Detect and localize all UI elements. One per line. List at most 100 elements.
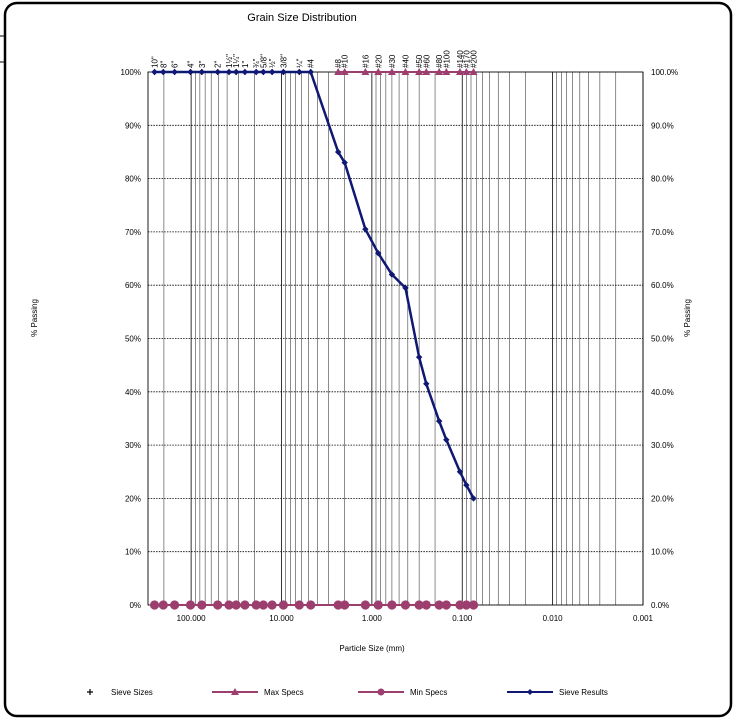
min-specs-point xyxy=(373,600,383,610)
y-tick-label-right: 90.0% xyxy=(651,121,674,130)
sieve-label: #100 xyxy=(442,50,451,68)
y-axis-label-left: % Passing xyxy=(30,299,39,337)
min-specs-point xyxy=(387,600,397,610)
legend-label: Max Specs xyxy=(264,688,304,697)
min-specs-point xyxy=(455,600,465,610)
y-tick-label-left: 70% xyxy=(125,228,141,237)
sieve-results-line xyxy=(154,70,475,499)
sieve-results-point xyxy=(456,468,464,475)
sieve-results-point xyxy=(307,68,314,76)
max-specs-point xyxy=(455,68,464,75)
max-specs-point xyxy=(462,68,471,75)
min-specs-point xyxy=(400,600,411,610)
sieve-label: 2" xyxy=(214,61,223,68)
sieve-results-point xyxy=(334,148,342,156)
legend-label: Min Specs xyxy=(410,688,447,697)
sieve-label: ½" xyxy=(268,58,277,68)
sieve-results-point xyxy=(435,417,443,425)
sieve-results-point xyxy=(443,436,450,443)
min-specs-point xyxy=(468,600,479,610)
min-specs-point xyxy=(340,600,350,610)
sieve-label: #4 xyxy=(307,59,316,68)
min-specs-point xyxy=(169,600,180,610)
min-specs-point xyxy=(267,600,277,610)
min-specs-point xyxy=(258,600,268,610)
max-specs-point xyxy=(361,68,370,75)
min-specs-point xyxy=(149,600,160,610)
sieve-label: #80 xyxy=(435,54,444,68)
min-specs-point xyxy=(441,600,451,610)
sieve-label: #140 xyxy=(456,50,465,68)
sieve-label: #10 xyxy=(341,54,350,68)
x-tick-label: 100.000 xyxy=(177,614,206,623)
y-tick-label-left: 90% xyxy=(125,121,141,130)
y-tick-label-left: 10% xyxy=(125,548,141,557)
min-specs-point xyxy=(251,600,261,610)
x-tick-label: 0.001 xyxy=(633,614,654,623)
sieve-label: #16 xyxy=(361,54,370,68)
sieve-results-point xyxy=(341,159,348,166)
sieve-results-point xyxy=(362,226,369,233)
min-specs-point xyxy=(421,600,431,610)
sieve-label: ¾" xyxy=(252,58,261,68)
sieve-label: 1½" xyxy=(225,54,234,68)
y-axis-label-right: % Passing xyxy=(683,299,692,337)
legend-sieve-sizes-label: Sieve Sizes xyxy=(111,688,153,697)
x-tick-label: 1.000 xyxy=(362,614,383,623)
legend-label: Sieve Results xyxy=(559,688,608,697)
sieve-results-point xyxy=(402,284,409,292)
chart-title: Grain Size Distribution xyxy=(247,12,356,24)
legend-sieve-results-marker xyxy=(527,689,533,695)
sieve-results-point xyxy=(388,271,396,278)
sieve-label: #30 xyxy=(388,54,397,68)
y-tick-label-right: 50.0% xyxy=(651,335,674,344)
min-specs-point xyxy=(197,600,207,610)
sieve-results-point xyxy=(280,68,287,76)
y-tick-label-left: 80% xyxy=(125,175,141,184)
sieve-results-point xyxy=(253,68,260,76)
y-tick-label-left: 60% xyxy=(125,281,141,290)
sieve-label: 1¼" xyxy=(232,54,241,68)
min-specs-point xyxy=(414,600,424,610)
sieve-results-point xyxy=(463,481,470,489)
max-specs-point xyxy=(334,68,343,75)
min-specs-point xyxy=(231,600,241,610)
sieve-results-point xyxy=(415,353,423,361)
sieve-results-point xyxy=(198,68,205,76)
sieve-results-point xyxy=(375,250,382,257)
sieve-label: 4" xyxy=(186,61,195,68)
legend: Sieve Sizes Max Specs Min Specs Sieve Resul… xyxy=(87,688,608,697)
sieve-results-point xyxy=(171,68,178,76)
min-specs-point xyxy=(158,600,168,610)
sieve-results-point xyxy=(268,68,276,76)
y-tick-label-right: 100.0% xyxy=(651,68,678,77)
y-tick-label-right: 60.0% xyxy=(651,281,674,290)
max-specs-point xyxy=(435,68,444,75)
sieve-results-point xyxy=(187,68,194,76)
y-tick-label-left: 0% xyxy=(129,601,141,610)
max-specs-point xyxy=(401,68,410,75)
sieve-label: #40 xyxy=(401,54,410,68)
plot-layer: 0% 10% 20% 30% 40% 50% 60% 70% 80% 90% 100% 0.0% 10.… xyxy=(121,50,679,623)
y-tick-label-right: 0.0% xyxy=(651,601,669,610)
sieve-results-point xyxy=(470,495,477,502)
min-specs-point xyxy=(224,600,234,610)
sieve-label: #170 xyxy=(462,50,471,68)
sieve-label: #50 xyxy=(415,54,424,68)
max-specs-point xyxy=(415,68,424,75)
sieve-label: #20 xyxy=(374,54,383,68)
y-tick-label-right: 70.0% xyxy=(651,228,674,237)
min-specs-point xyxy=(294,600,304,610)
max-specs-point xyxy=(442,68,451,75)
sieve-label: #8 xyxy=(334,59,343,68)
sieve-label: 3" xyxy=(198,61,207,68)
min-specs-point xyxy=(360,600,370,610)
sieve-results-point xyxy=(225,68,233,76)
min-specs-point xyxy=(278,600,289,610)
min-specs-point xyxy=(213,600,223,610)
min-specs-point xyxy=(333,600,343,610)
y-tick-label-right: 10.0% xyxy=(651,548,674,557)
y-tick-label-right: 80.0% xyxy=(651,175,674,184)
sieve-results-point xyxy=(160,68,167,76)
